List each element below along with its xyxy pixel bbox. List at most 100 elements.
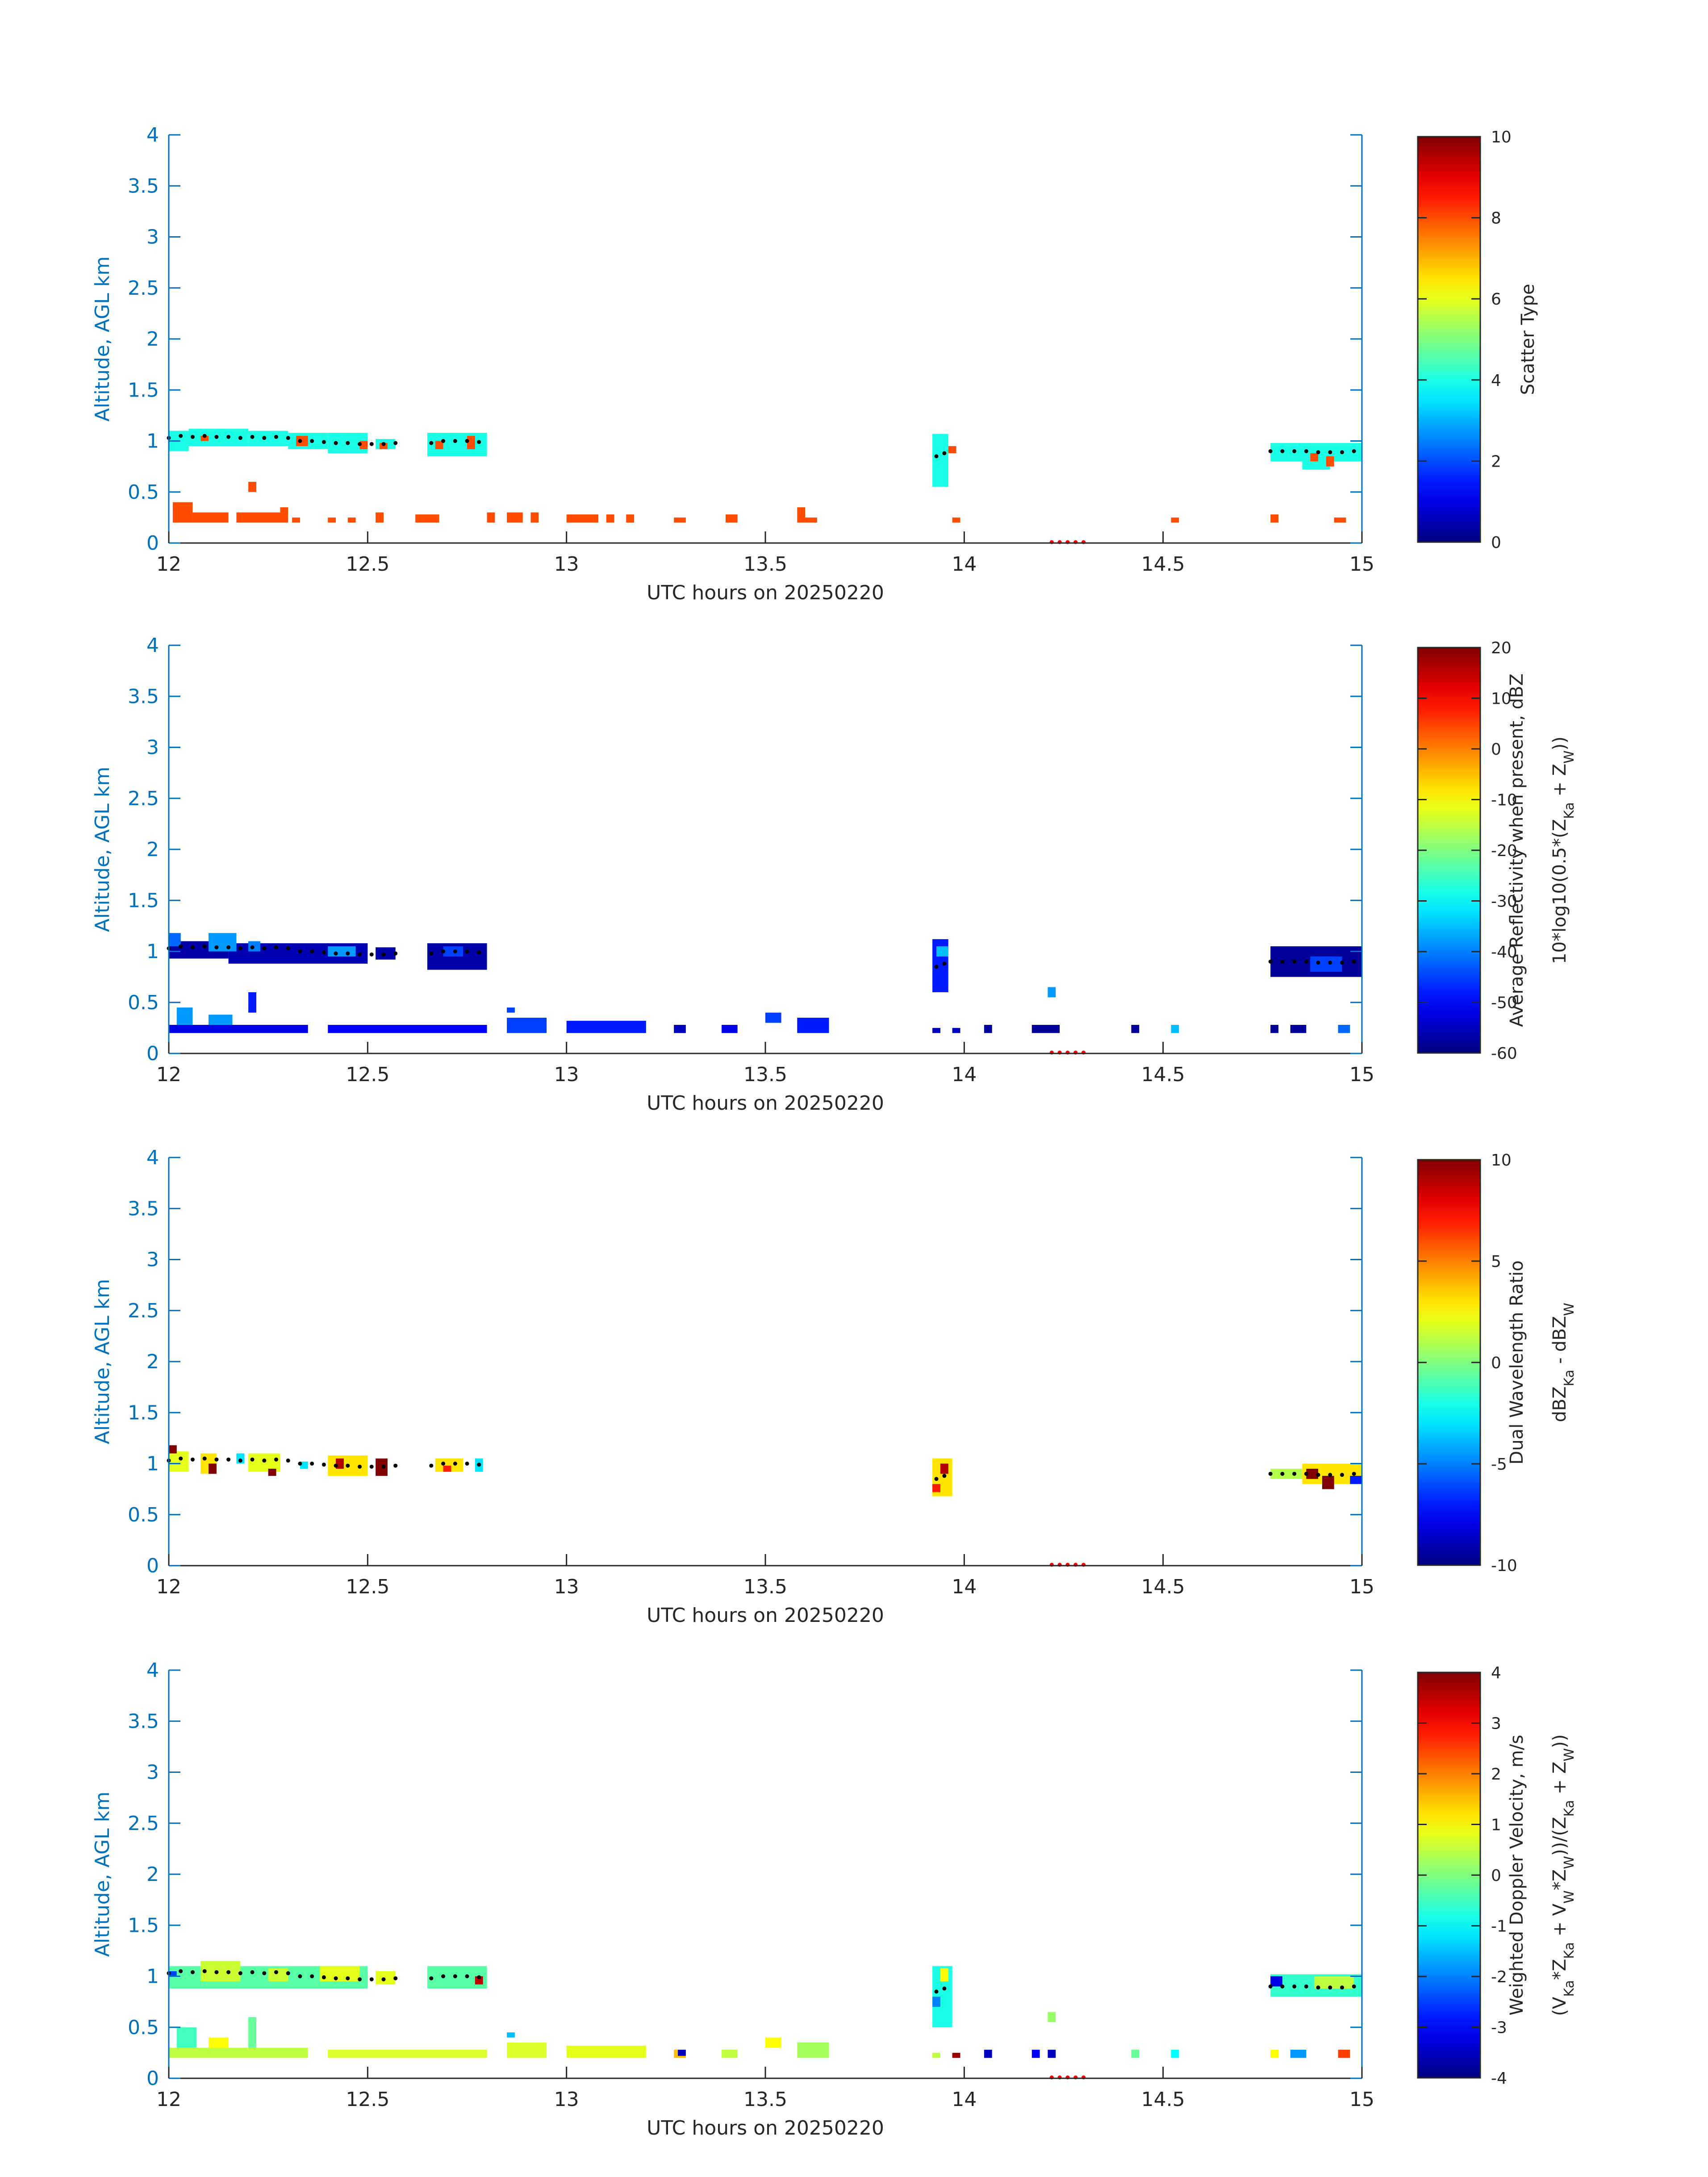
height-marker [346,951,350,956]
x-tick-label: 12 [156,1063,181,1086]
height-marker [1352,959,1356,964]
height-marker [369,1464,374,1469]
height-marker [1292,1984,1297,1989]
x-tick-label: 14 [952,1575,977,1598]
colorbar-tick-label: -20 [1491,842,1517,860]
height-marker [298,1974,302,1978]
colorbar-tick-label: 10 [1491,1151,1512,1170]
heatmap-cell [467,436,475,449]
heatmap-cell [169,1451,189,1472]
heatmap-cell [475,1976,483,1985]
heatmap-cell [376,512,384,523]
colorbar-tick-label: 4 [1491,1664,1501,1682]
colorbar-tick-label: -40 [1491,943,1517,961]
height-marker [453,1462,457,1466]
panel-2: 0 0.5 1 1.5 2 2.5 3 3.5 4 12 12.5 13 13.5 14 14.5 15 UTC… [91,634,1577,1115]
height-marker [1268,959,1273,964]
height-marker [238,436,242,440]
y-tick-label: 1 [146,940,159,963]
heatmap-cell [380,443,388,449]
colorbar-tick-label: 0 [1491,740,1501,759]
heatmap-cell [1310,453,1319,462]
height-marker [238,946,242,951]
heatmap-cell [248,430,288,446]
height-marker [1340,1473,1344,1477]
y-tick-label: 0 [146,1554,159,1577]
x-axis-label: UTC hours on 20250220 [647,2117,884,2139]
height-marker [1304,959,1308,964]
height-marker [250,1457,255,1462]
heatmap-cell [176,2027,197,2048]
heatmap-cell [288,433,328,449]
y-tick-label: 3.5 [128,175,159,197]
heatmap-cell [169,1971,177,1976]
heatmap-cell [952,517,960,523]
y-tick-label: 0 [146,2067,159,2090]
heatmap-cell [932,1028,940,1033]
height-marker [381,952,386,957]
height-marker [477,950,481,955]
x-tick-label: 12 [156,553,181,576]
y-tick-label: 1 [146,430,159,453]
x-tick-label: 13.5 [743,1575,787,1598]
heatmap-cell [209,2037,229,2048]
height-marker [274,945,278,949]
heatmap-cell [1171,2050,1179,2058]
heatmap-cell [376,947,396,960]
heatmap-cell [236,1453,245,1464]
height-marker [286,1971,290,1976]
height-marker [381,442,386,446]
height-marker [465,949,469,953]
heatmap-cell [248,992,256,1013]
height-marker [1280,1984,1285,1989]
heatmap-cell [292,517,300,523]
height-marker [190,1457,195,1462]
x-axis-label: UTC hours on 20250220 [647,581,884,604]
heatmap-cell [359,441,368,449]
height-marker [322,1975,326,1980]
heatmap-cell [626,514,635,523]
heatmap-cell [320,1966,360,1981]
y-tick-label: 4 [146,1146,159,1169]
y-tick-label: 0.5 [128,2016,159,2039]
heatmap-cells [169,933,1362,1033]
height-marker [942,961,947,966]
height-marker [1340,961,1344,965]
height-marker [190,435,195,439]
x-tick-label: 14.5 [1141,553,1185,576]
heatmap-cell [209,933,237,952]
y-tick-label: 0.5 [128,991,159,1014]
colorbar-tick-label: -50 [1491,994,1517,1012]
heatmap-cell [169,933,181,947]
heatmap-cell [1310,956,1342,972]
colorbar-tick-label: 0 [1491,1867,1501,1885]
colorbar [1417,1671,1481,2079]
height-marker [429,951,434,956]
height-marker [310,439,314,443]
y-axis-label: Altitude, AGL km [91,1279,114,1444]
x-tick-label: 12.5 [346,1063,389,1086]
heatmap-cell [248,941,260,952]
height-marker [274,1970,278,1974]
heatmap-cell [566,1020,646,1033]
heatmap-cell [487,512,495,523]
y-tick-label: 0.5 [128,481,159,504]
x-tick-label: 15 [1349,1063,1374,1086]
height-marker [202,1969,207,1973]
heatmap-cell [1290,1025,1307,1033]
heatmap-cell [248,1453,280,1472]
heatmap-cell [932,1484,940,1492]
height-marker [942,1474,947,1478]
x-tick-label: 15 [1349,553,1374,576]
y-tick-label: 2.5 [128,1812,159,1835]
height-marker [453,439,457,443]
height-marker [393,1976,398,1981]
height-marker [322,440,326,444]
heatmap-cell [948,446,956,453]
colorbar-tick-label: 10 [1491,128,1512,146]
heatmap-cells [169,1961,1362,2058]
height-marker [202,434,207,438]
colorbar-label: Scatter Type [1518,284,1538,395]
height-marker [1304,449,1308,453]
